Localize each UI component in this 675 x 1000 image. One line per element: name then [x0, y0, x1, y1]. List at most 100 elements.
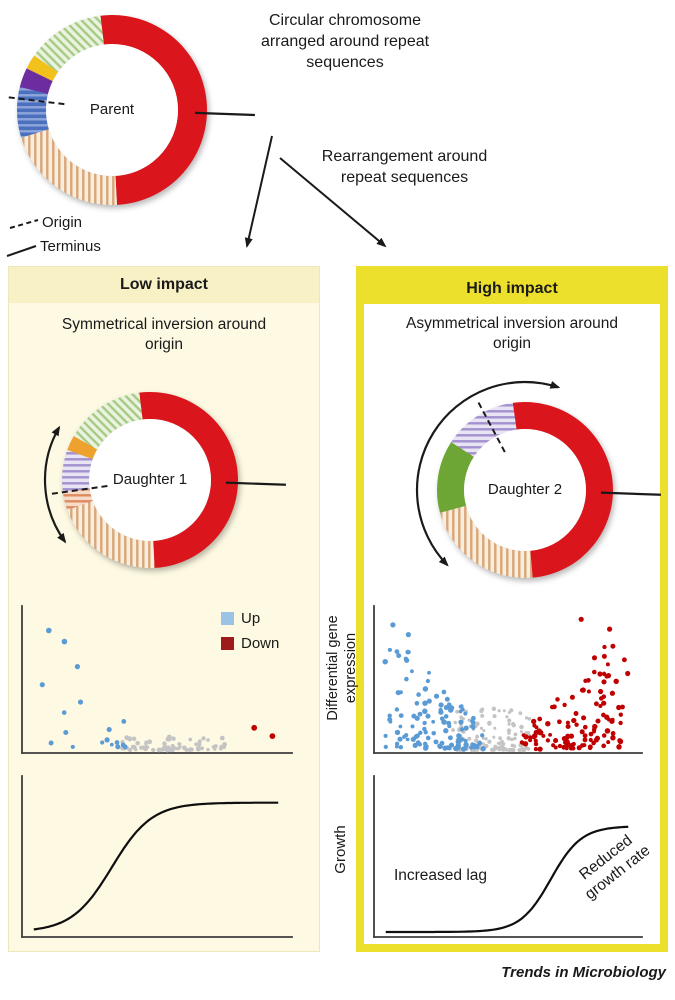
scatter-point	[425, 678, 431, 684]
scatter-point	[124, 735, 130, 741]
daughter2-chromosome-ring	[415, 380, 661, 578]
scatter-point	[471, 725, 476, 730]
scatter-point	[507, 747, 512, 753]
scatter-point	[601, 700, 607, 706]
scatter-point	[459, 715, 463, 720]
scatter-point	[121, 719, 127, 724]
ring-segment-red	[512, 402, 613, 578]
ring-segment-orange	[67, 436, 98, 460]
ring-segment-blue_hatch	[17, 87, 49, 138]
scatter-point	[394, 729, 401, 736]
scatter-point	[443, 714, 449, 719]
scatter-point	[571, 717, 577, 724]
scatter-point	[438, 707, 443, 713]
scatter-point	[505, 715, 509, 719]
scatter-point	[398, 744, 404, 750]
scatter-point	[174, 746, 179, 751]
up-label: Up	[241, 610, 261, 627]
scatter-point	[588, 731, 594, 737]
scatter-point	[463, 746, 468, 751]
scatter-point	[587, 744, 593, 750]
scatter-point	[63, 729, 69, 736]
scatter-point	[151, 747, 156, 753]
scatter-point	[541, 733, 546, 738]
ring-center	[89, 419, 211, 541]
scatter-point	[533, 747, 538, 752]
scatter-point	[417, 711, 423, 717]
scatter-point	[449, 742, 455, 748]
terminus-marker-line	[600, 491, 661, 496]
scatter-point	[402, 734, 407, 739]
scatter-point	[583, 678, 588, 684]
scatter-point	[595, 718, 601, 724]
scatter-point	[425, 713, 431, 719]
growth-curve	[385, 825, 629, 934]
scatter-point	[394, 649, 400, 654]
scatter-point	[423, 730, 428, 735]
scatter-point	[165, 736, 171, 742]
scatter-point	[609, 690, 616, 696]
scatter-point	[433, 693, 440, 699]
scatter-point	[439, 740, 445, 746]
scatter-point	[582, 724, 588, 730]
scatter-point	[131, 736, 137, 742]
daughter2-label: Daughter 2	[487, 481, 563, 498]
scatter-point	[520, 746, 524, 750]
scatter-point	[422, 720, 427, 726]
scatter-point	[443, 705, 449, 711]
scatter-point	[70, 744, 75, 749]
scatter-point	[610, 731, 616, 736]
scatter-point	[213, 744, 218, 749]
scatter-point	[493, 744, 498, 749]
scatter-point	[620, 704, 625, 710]
scatter-point	[565, 720, 570, 725]
scatter-point	[565, 733, 571, 739]
scatter-point	[555, 697, 560, 702]
low-impact-header: Low impact	[9, 267, 319, 303]
scatter-point	[493, 726, 497, 730]
scatter-point	[115, 744, 121, 750]
scatter-point	[586, 689, 591, 694]
scatter-point	[195, 745, 201, 751]
down-color-swatch	[221, 637, 234, 650]
scatter-point	[128, 748, 133, 752]
scatter-point	[61, 638, 68, 645]
scatter-point	[509, 708, 514, 713]
scatter-point	[573, 711, 579, 716]
scatter-point	[201, 736, 206, 741]
high-impact-panel: High impact Asymmetrical inversion aroun…	[356, 266, 668, 952]
scatter-point	[507, 722, 511, 726]
scatter-point	[616, 704, 622, 711]
scatter-point	[433, 739, 439, 745]
scatter-point	[77, 699, 84, 705]
scatter-point	[502, 709, 506, 713]
scatter-point	[170, 747, 175, 752]
scatter-point	[135, 740, 140, 746]
scatter-point	[269, 733, 276, 739]
scatter-point	[606, 740, 611, 745]
scatter-point	[582, 733, 588, 739]
scatter-point	[415, 733, 420, 739]
scatter-point	[48, 740, 54, 746]
scatter-point	[592, 723, 598, 730]
scatter-point	[487, 739, 492, 744]
scatter-point	[404, 676, 409, 682]
scatter-point	[143, 746, 148, 752]
scatter-point	[492, 735, 496, 739]
scatter-point	[507, 718, 512, 723]
scatter-point	[213, 747, 217, 751]
inversion-arrow	[43, 425, 67, 544]
scatter-point	[405, 632, 411, 638]
scatter-point	[613, 678, 619, 684]
scatter-point	[578, 616, 584, 622]
scatter-point	[451, 728, 455, 732]
legend-row-up: Up	[221, 610, 279, 627]
scatter-point	[394, 741, 400, 746]
scatter-point	[106, 727, 112, 733]
scatter-point	[122, 744, 128, 750]
scatter-point	[527, 716, 532, 721]
ring-segment-tan_hatch	[67, 500, 155, 568]
scatter-point	[422, 686, 429, 692]
scatter-point	[618, 720, 623, 726]
scatter-point	[456, 733, 462, 739]
